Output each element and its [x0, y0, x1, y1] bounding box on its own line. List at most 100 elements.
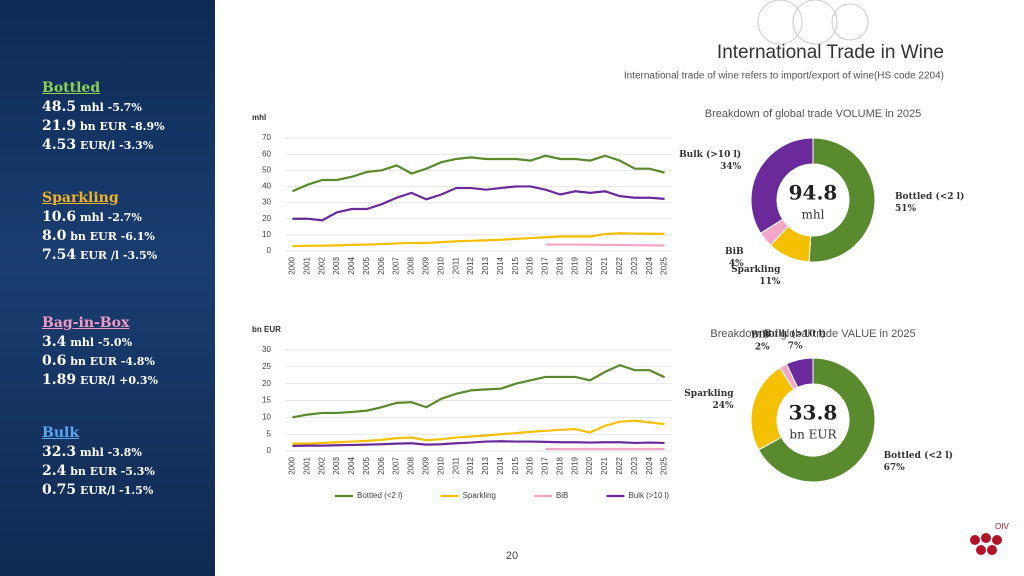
x-tick-label: 2003 [332, 256, 341, 274]
kpi-line: 4.53 EUR/l -3.3% [42, 136, 165, 155]
donut-slice [808, 137, 876, 263]
kpi-unit: EUR /l [79, 249, 120, 262]
x-tick-label: 2013 [481, 256, 490, 274]
slice-label: BiB [725, 247, 744, 257]
kpi-value: 10.6 [42, 209, 77, 225]
x-tick-label: 2019 [570, 456, 579, 474]
x-tick-label: 2018 [555, 456, 564, 474]
x-tick-label: 2025 [660, 256, 669, 274]
kpi-change: -5.0% [97, 336, 133, 349]
kpi-value: 48.5 [42, 99, 77, 115]
y-tick-label: 40 [262, 182, 271, 191]
kpi-change: +0.3% [119, 374, 158, 387]
kpi-unit: mhl [79, 446, 104, 459]
x-tick-label: 2025 [660, 456, 669, 474]
kpi-unit: EUR/l [79, 139, 116, 152]
x-tick-label: 2000 [288, 256, 297, 274]
kpi-unit: EUR/l [79, 484, 116, 497]
slice-value: 24% [712, 401, 734, 411]
x-tick-label: 2010 [436, 456, 445, 474]
kpi-unit: bn EUR [70, 355, 117, 368]
y-tick-label: 30 [262, 345, 271, 354]
kpi-value: 3.4 [42, 334, 67, 350]
kpi-change: -3.3% [119, 139, 154, 152]
kpi-group: Bulk 32.3 mhl -3.8% 2.4 bn EUR -5.3% 0.75 E… [42, 425, 155, 500]
kpi-unit: mhl [79, 101, 104, 114]
sidebar: Bottled 48.5 mhl -5.7% 21.9 bn EUR -8.9% 4.… [0, 0, 215, 576]
y-tick-label: 10 [262, 412, 271, 421]
kpi-change: -5.7% [107, 101, 142, 114]
x-tick-label: 2002 [317, 456, 326, 474]
page-number: 20 [506, 550, 518, 562]
x-tick-label: 2003 [332, 456, 341, 474]
decor [831, 3, 869, 41]
x-tick-label: 2012 [466, 456, 475, 474]
kpi-value: 0.6 [42, 353, 67, 369]
slice-label: Bottled (<2 l) [895, 191, 964, 202]
kpi-unit: mhl [79, 211, 104, 224]
x-tick-label: 2011 [451, 456, 460, 474]
x-tick-label: 2007 [392, 456, 401, 474]
series-line [292, 232, 665, 248]
slice-value: 4% [729, 259, 744, 269]
x-tick-label: 2006 [377, 456, 386, 474]
x-tick-label: 2023 [630, 456, 639, 474]
decor [792, 0, 838, 45]
kpi-value: 2.4 [42, 463, 67, 479]
x-tick-label: 2005 [362, 456, 371, 474]
kpi-line: 32.3 mhl -3.8% [42, 443, 155, 462]
kpi-value: 8.0 [42, 228, 67, 244]
x-tick-label: 2011 [451, 256, 460, 274]
kpi-value: 21.9 [42, 118, 77, 134]
kpi-line: 0.75 EUR/l -1.5% [42, 481, 155, 500]
slice-value: 2% [755, 343, 770, 353]
x-tick-label: 2024 [645, 256, 654, 274]
x-tick-label: 2001 [302, 456, 311, 474]
y-tick-label: 0 [267, 446, 272, 455]
donut-slice [750, 137, 814, 234]
series-line [292, 185, 665, 222]
x-tick-label: 2017 [541, 256, 550, 274]
y-tick-label: 20 [262, 214, 271, 223]
y-tick-label: 25 [262, 362, 271, 371]
kpi-unit: bn EUR [70, 230, 117, 243]
x-tick-label: 2016 [526, 456, 535, 474]
kpi-value: 4.53 [42, 137, 77, 153]
kpi-group: Sparkling 10.6 mhl -2.7% 8.0 bn EUR -6.1% 7… [42, 190, 157, 265]
kpi-change: -2.7% [107, 211, 142, 224]
x-tick-label: 2022 [615, 256, 624, 274]
logo: OIV [970, 522, 1009, 555]
y-tick-label: 0 [267, 246, 272, 255]
x-tick-label: 2000 [288, 456, 297, 474]
x-tick-label: 2021 [600, 456, 609, 474]
x-tick-label: 2007 [392, 256, 401, 274]
slice-label: Sparkling [731, 265, 781, 275]
title: International Trade in Wine [717, 42, 944, 63]
y-tick-label: 50 [262, 165, 271, 174]
x-tick-label: 2009 [422, 256, 431, 274]
center-value: 33.8 [789, 401, 838, 425]
y-tick-label: 5 [267, 429, 272, 438]
kpi-change: -5.3% [120, 465, 155, 478]
x-tick-label: 2023 [630, 256, 639, 274]
x-tick-label: 2021 [600, 256, 609, 274]
y-tick-label: 20 [262, 379, 271, 388]
chart-title: Breakdown of global trade VOLUME in 2025 [705, 108, 921, 120]
kpi-line: 21.9 bn EUR -8.9% [42, 117, 165, 136]
x-tick-label: 2008 [407, 256, 416, 274]
kpi-group: Bottled 48.5 mhl -5.7% 21.9 bn EUR -8.9% 4.… [42, 80, 165, 155]
x-tick-label: 2022 [615, 456, 624, 474]
kpi-line: 48.5 mhl -5.7% [42, 98, 165, 117]
series-line [545, 243, 665, 247]
x-tick-label: 2014 [496, 256, 505, 274]
slice-value: 11% [759, 277, 781, 287]
slice-label: BiB [751, 331, 770, 341]
x-tick-label: 2008 [407, 456, 416, 474]
chart-title: Breakdown of global trade VALUE in 2025 [710, 328, 915, 340]
kpi-line: 1.89 EUR/l +0.3% [42, 371, 158, 390]
slice-value: 7% [788, 341, 803, 351]
x-tick-label: 2006 [377, 256, 386, 274]
series-line [292, 363, 666, 419]
